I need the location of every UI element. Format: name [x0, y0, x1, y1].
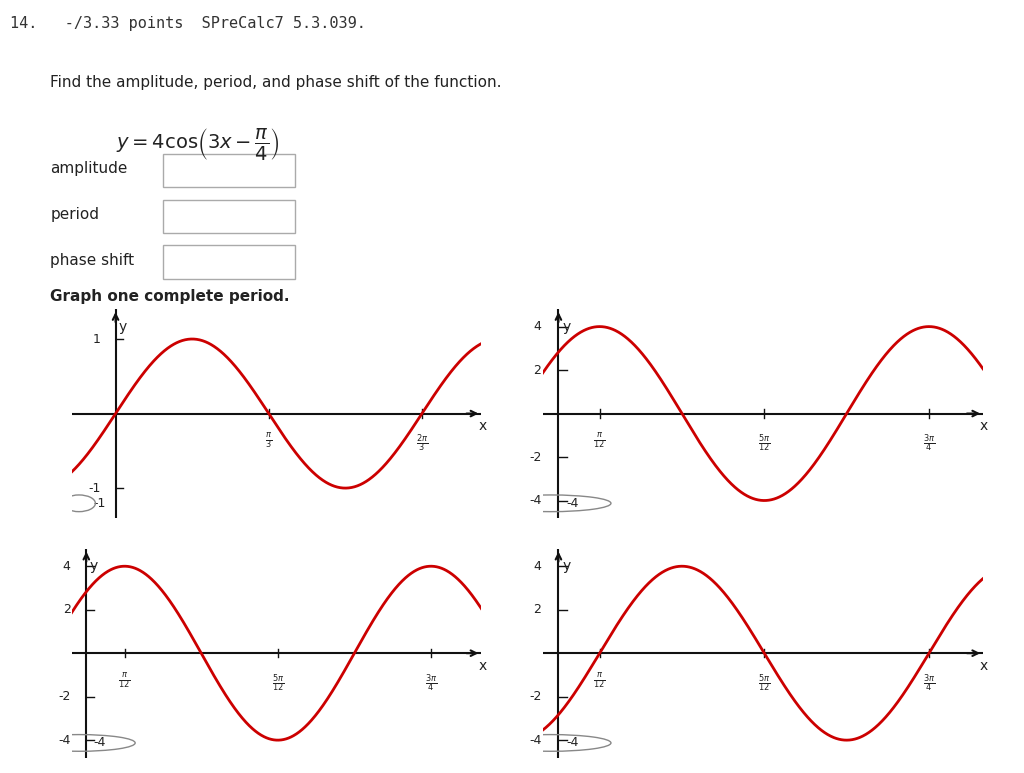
FancyBboxPatch shape [164, 199, 295, 233]
Text: 2: 2 [534, 363, 542, 376]
Text: 4: 4 [534, 560, 542, 573]
Text: x: x [478, 419, 486, 433]
Text: -2: -2 [529, 690, 542, 703]
Text: 2: 2 [534, 603, 542, 616]
Text: $\frac{3\pi}{4}$: $\frac{3\pi}{4}$ [923, 432, 935, 454]
Text: 14.   -/3.33 points  SPreCalc7 5.3.039.: 14. -/3.33 points SPreCalc7 5.3.039. [10, 15, 367, 31]
Text: -4: -4 [529, 734, 542, 747]
Text: $\frac{5\pi}{12}$: $\frac{5\pi}{12}$ [271, 672, 284, 693]
Text: 2: 2 [62, 603, 71, 616]
Text: $\frac{5\pi}{12}$: $\frac{5\pi}{12}$ [758, 672, 770, 693]
FancyBboxPatch shape [164, 154, 295, 187]
Text: -4: -4 [58, 734, 71, 747]
Text: -2: -2 [58, 690, 71, 703]
Text: y: y [562, 319, 570, 334]
Text: -1: -1 [88, 482, 101, 495]
FancyBboxPatch shape [164, 246, 295, 278]
Text: Find the amplitude, period, and phase shift of the function.: Find the amplitude, period, and phase sh… [50, 74, 502, 90]
Text: $\frac{5\pi}{12}$: $\frac{5\pi}{12}$ [758, 432, 770, 454]
Text: Graph one complete period.: Graph one complete period. [50, 289, 290, 304]
Text: x: x [980, 659, 988, 673]
Text: 1: 1 [93, 332, 101, 346]
Text: -4: -4 [566, 737, 579, 750]
Text: y: y [562, 559, 570, 574]
Text: amplitude: amplitude [50, 162, 128, 176]
Text: $y = 4\cos\!\left(3x - \dfrac{\pi}{4}\right)$: $y = 4\cos\!\left(3x - \dfrac{\pi}{4}\ri… [117, 125, 280, 162]
Text: -4: -4 [93, 737, 106, 750]
Text: 4: 4 [62, 560, 71, 573]
Text: period: period [50, 207, 99, 223]
Text: x: x [980, 419, 988, 433]
Text: $\frac{3\pi}{4}$: $\frac{3\pi}{4}$ [425, 672, 437, 693]
Text: -4: -4 [566, 497, 579, 510]
Text: -1: -1 [93, 497, 106, 510]
Text: 4: 4 [534, 320, 542, 333]
Text: -4: -4 [529, 494, 542, 507]
Text: $\frac{2\pi}{3}$: $\frac{2\pi}{3}$ [416, 432, 428, 454]
Text: phase shift: phase shift [50, 254, 134, 268]
Text: $\frac{\pi}{3}$: $\frac{\pi}{3}$ [265, 432, 272, 451]
Text: -2: -2 [529, 451, 542, 464]
Text: $\frac{\pi}{12}$: $\frac{\pi}{12}$ [593, 672, 606, 691]
Text: y: y [89, 559, 97, 574]
Text: $\frac{\pi}{12}$: $\frac{\pi}{12}$ [119, 672, 131, 691]
Text: $\frac{\pi}{12}$: $\frac{\pi}{12}$ [593, 432, 606, 451]
Text: $\frac{3\pi}{4}$: $\frac{3\pi}{4}$ [923, 672, 935, 693]
Text: y: y [119, 319, 127, 334]
Text: x: x [478, 659, 486, 673]
